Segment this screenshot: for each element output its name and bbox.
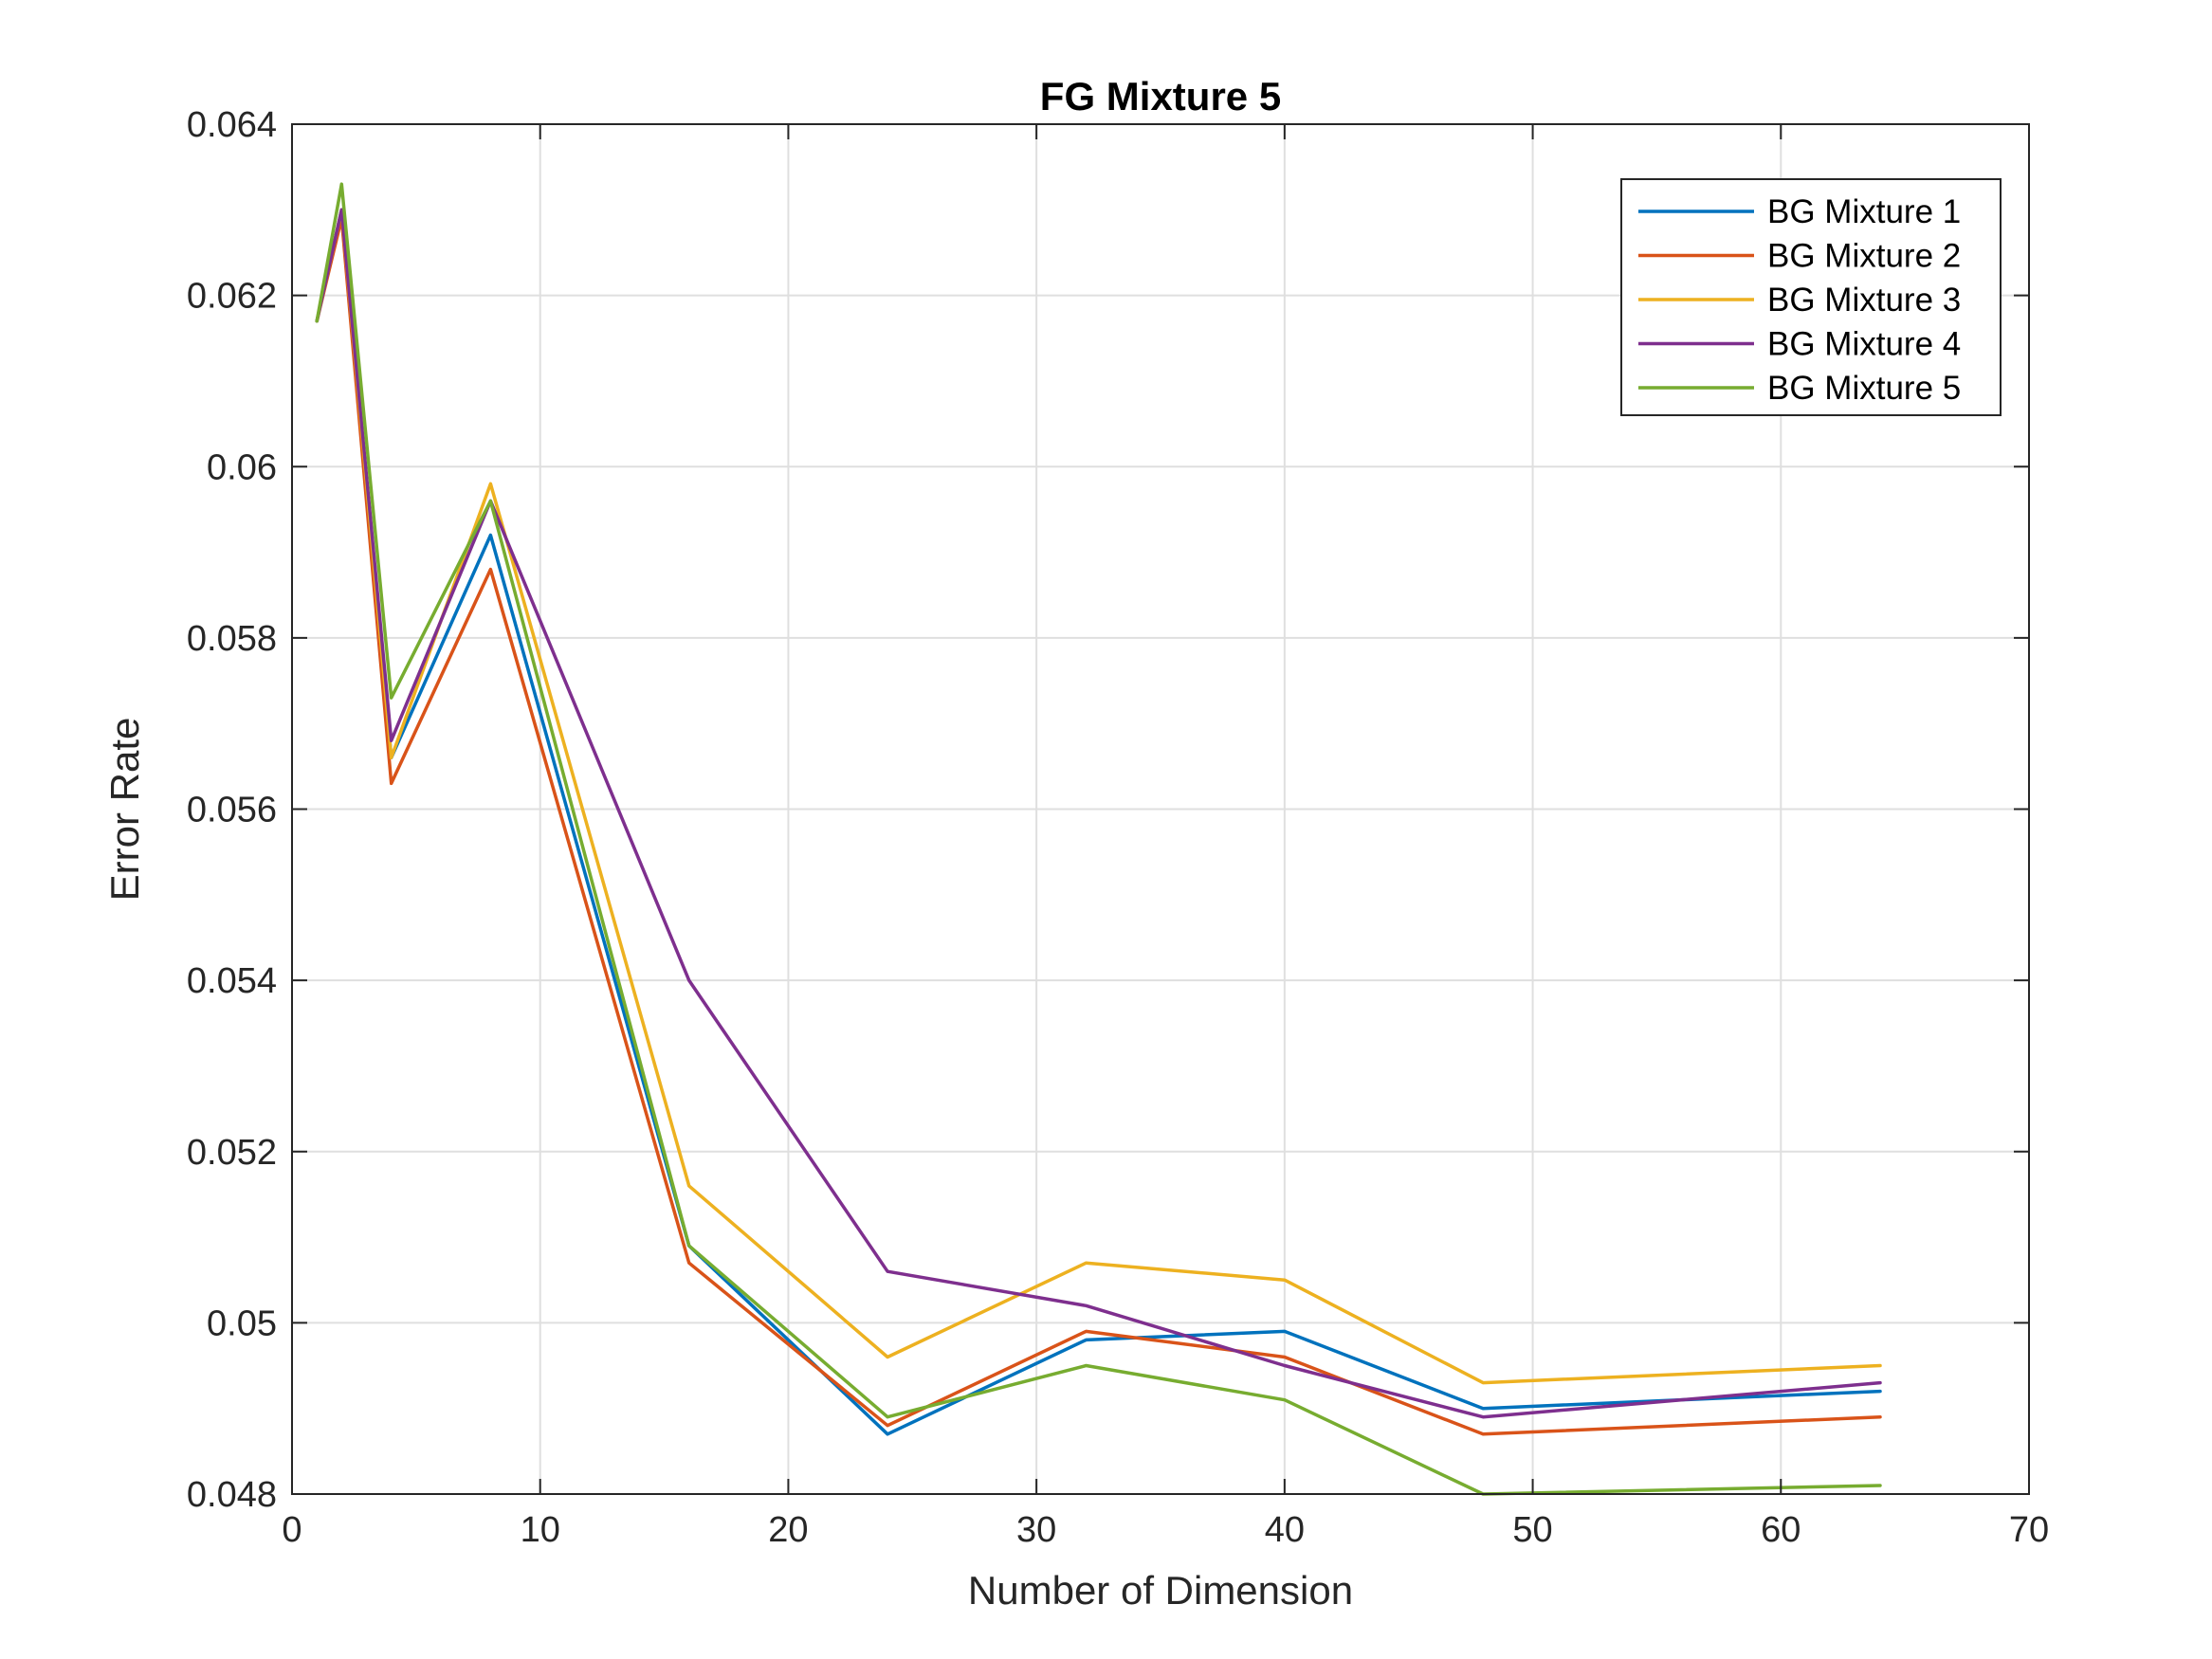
y-tick-label: 0.048: [187, 1475, 277, 1515]
x-tick-label: 10: [521, 1510, 560, 1550]
y-tick-label: 0.05: [207, 1304, 277, 1343]
y-tick-label: 0.064: [187, 105, 277, 145]
y-tick-label: 0.06: [207, 447, 277, 487]
x-tick-label: 40: [1265, 1510, 1305, 1550]
x-tick-label: 20: [768, 1510, 808, 1550]
chart-title: FG Mixture 5: [1040, 74, 1281, 118]
legend-label: BG Mixture 1: [1767, 193, 1961, 230]
legend: BG Mixture 1 BG Mixture 2 BG Mixture 3 BG M…: [1620, 178, 2002, 416]
y-axis-title: Error Rate: [102, 718, 147, 902]
legend-label: BG Mixture 5: [1767, 370, 1961, 407]
legend-label: BG Mixture 3: [1767, 282, 1961, 319]
axis-ticks: [291, 123, 2030, 1495]
y-tick-label: 0.052: [187, 1133, 277, 1173]
series-line-bg-mixture-5: [315, 182, 1882, 1496]
x-tick-label: 0: [282, 1510, 302, 1550]
series-lines: [315, 182, 1882, 1496]
series-line-bg-mixture-4: [315, 208, 1882, 1419]
legend-label: BG Mixture 4: [1767, 326, 1961, 363]
y-tick-label: 0.056: [187, 791, 277, 830]
legend-label: BG Mixture 2: [1767, 238, 1961, 275]
legend-box: [1620, 178, 2002, 416]
y-tick-label: 0.054: [187, 961, 277, 1001]
y-tick-label: 0.058: [187, 619, 277, 659]
x-tick-label: 60: [1761, 1510, 1801, 1550]
x-tick-label: 30: [1016, 1510, 1056, 1550]
x-axis-title: Number of Dimension: [968, 1568, 1353, 1613]
x-tick-label: 50: [1512, 1510, 1552, 1550]
y-tick-label: 0.062: [187, 277, 277, 317]
tick-labels: 0 10 20 30 40 50 60 70 0.048 0.05 0.052 0.054 0.056 0…: [187, 105, 2049, 1550]
x-tick-label: 70: [2009, 1510, 2049, 1550]
